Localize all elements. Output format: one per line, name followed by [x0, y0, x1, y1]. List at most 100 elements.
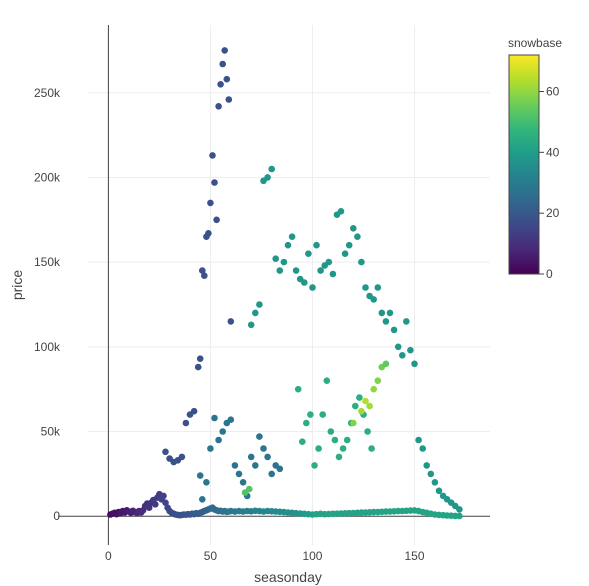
- scatter-point: [325, 258, 333, 266]
- colorbar-gradient: [508, 54, 540, 275]
- colorbar-tick-label: 0: [546, 267, 553, 281]
- scatter-point: [203, 479, 210, 486]
- scatter-point: [309, 284, 316, 291]
- y-tick-label: 250k: [34, 86, 61, 100]
- scatter-point: [403, 318, 410, 325]
- scatter-point: [211, 414, 218, 422]
- scatter-point: [399, 352, 406, 359]
- scatter-point: [256, 301, 263, 308]
- scatter-point: [301, 279, 308, 286]
- scatter-point: [280, 258, 288, 266]
- scatter-point: [288, 233, 296, 240]
- scatter-point: [219, 428, 226, 435]
- scatter-point: [307, 411, 314, 418]
- scatter-point: [264, 453, 271, 461]
- scatter-point: [245, 485, 253, 493]
- scatter-point: [256, 433, 263, 440]
- scatter-point: [260, 445, 267, 452]
- scatter-point: [427, 470, 435, 478]
- scatter-point: [356, 394, 363, 401]
- scatter-point: [431, 479, 439, 486]
- scatter-point: [178, 453, 186, 461]
- scatter-point: [319, 411, 327, 418]
- scatter-point: [276, 267, 284, 274]
- scatter-point: [252, 462, 259, 469]
- scatter-point: [252, 309, 259, 317]
- scatter-point: [223, 75, 231, 83]
- x-tick-label: 150: [404, 549, 424, 563]
- y-tick-label: 150k: [34, 255, 61, 269]
- colorbar-tick-label: 20: [546, 206, 560, 220]
- scatter-point: [411, 360, 418, 368]
- data-points: [107, 47, 463, 520]
- scatter-point: [294, 385, 302, 393]
- scatter-point: [350, 225, 357, 232]
- scatter-point: [352, 402, 359, 410]
- scatter-point: [378, 309, 386, 317]
- scatter-point: [292, 267, 300, 274]
- scatter-point: [211, 179, 218, 186]
- y-tick-label: 0: [53, 509, 60, 523]
- x-tick-label: 50: [204, 549, 218, 563]
- scatter-point: [327, 428, 335, 435]
- scatter-point: [358, 407, 365, 415]
- colorbar-tick-label: 40: [546, 145, 560, 159]
- scatter-point: [247, 321, 255, 329]
- scatter-point: [215, 103, 222, 110]
- scatter-point: [235, 470, 243, 478]
- grid-lines: [88, 25, 490, 545]
- y-tick-label: 200k: [34, 170, 61, 184]
- scatter-point: [364, 428, 371, 435]
- scatter-point: [362, 284, 369, 291]
- scatter-point: [331, 436, 339, 444]
- y-tick-label: 50k: [41, 425, 61, 439]
- scatter-point: [407, 346, 414, 354]
- scatter-point: [435, 487, 443, 495]
- tick-labels: 0 50 100 150 0 50k 100k 150k 200k 250k: [34, 86, 425, 563]
- scatter-point: [366, 402, 373, 410]
- scatter-point: [370, 296, 378, 303]
- scatter-point: [221, 47, 228, 54]
- scatter-point: [343, 436, 351, 444]
- scatter-point: [313, 241, 320, 249]
- scatter-point: [341, 250, 349, 257]
- scatter-point: [394, 343, 402, 351]
- scatter-point: [358, 258, 365, 266]
- scatter-point: [201, 272, 208, 280]
- scatter-point: [152, 501, 159, 508]
- scatter-point: [362, 397, 369, 405]
- scatter-point: [382, 318, 390, 325]
- y-tick-label: 100k: [34, 340, 61, 354]
- scatter-point: [217, 81, 224, 88]
- scatter-point: [196, 472, 204, 479]
- scatter-point: [337, 208, 345, 215]
- colorbar-tick-label: 60: [546, 85, 560, 99]
- scatter-point: [215, 436, 222, 444]
- scatter-point: [160, 492, 167, 500]
- scatter-point: [225, 96, 233, 103]
- scatter-point: [268, 470, 276, 478]
- scatter-point: [339, 445, 347, 452]
- scatter-point: [382, 360, 390, 368]
- scatter-point: [374, 377, 382, 385]
- scatter-point: [227, 416, 235, 424]
- scatter-point: [368, 445, 375, 452]
- scatter-point: [390, 326, 398, 334]
- y-axis-title: price: [9, 270, 25, 301]
- scatter-point: [239, 479, 247, 486]
- scatter-point: [315, 445, 322, 452]
- scatter-point: [299, 438, 306, 446]
- scatter-point: [305, 250, 312, 257]
- scatter-point: [303, 419, 310, 427]
- scatter-point: [247, 453, 255, 461]
- scatter-point: [386, 309, 394, 317]
- scatter-point: [311, 462, 318, 469]
- scatter-point: [272, 255, 280, 262]
- scatter-point: [317, 267, 324, 274]
- scatter-point: [190, 407, 198, 415]
- x-tick-label: 100: [302, 549, 322, 563]
- scatter-point: [276, 465, 284, 473]
- scatter-point: [415, 436, 422, 444]
